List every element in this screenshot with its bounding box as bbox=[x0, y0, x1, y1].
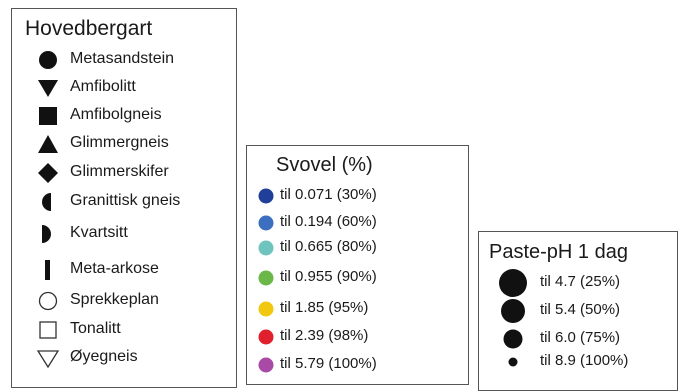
color-dot-icon bbox=[256, 299, 276, 319]
rock-legend-item-label: Metasandstein bbox=[70, 50, 175, 67]
sulfur-legend-item-label: til 1.85 (95%) bbox=[280, 299, 369, 316]
size-dot-icon bbox=[497, 323, 529, 355]
rock-legend-title: Hovedbergart bbox=[25, 17, 153, 40]
sulfur-legend-item-label: til 0.665 (80%) bbox=[280, 238, 377, 255]
filled-down-triangle-icon bbox=[36, 76, 60, 100]
filled-diamond-icon bbox=[36, 161, 60, 185]
ph-legend-item-label: til 5.4 (50%) bbox=[540, 301, 621, 318]
sulfur-legend-title: Svovel (%) bbox=[276, 154, 373, 176]
size-dot-icon bbox=[497, 295, 529, 327]
filled-circle-icon bbox=[36, 48, 60, 72]
rock-legend-item-label: Granittisk gneis bbox=[70, 192, 181, 209]
filled-square-icon bbox=[36, 104, 60, 128]
ph-legend-title: Paste-pH 1 dag bbox=[489, 241, 628, 263]
hollow-square-icon bbox=[36, 318, 60, 342]
sulfur-legend-item-label: til 2.39 (98%) bbox=[280, 327, 369, 344]
rock-legend-item-label: Sprekkeplan bbox=[70, 291, 159, 308]
sulfur-legend-item-label: til 0.071 (30%) bbox=[280, 186, 377, 203]
hollow-down-triangle-icon bbox=[36, 346, 60, 370]
rock-legend-item-label: Kvartsitt bbox=[70, 224, 128, 241]
ph-legend-item-label: til 4.7 (25%) bbox=[540, 273, 621, 290]
rock-legend-item-label: Amfibolitt bbox=[70, 78, 136, 95]
filled-up-triangle-icon bbox=[36, 132, 60, 156]
right-half-circle-icon bbox=[36, 222, 60, 246]
rock-legend-item-label: Øyegneis bbox=[70, 348, 138, 365]
color-dot-icon bbox=[256, 186, 276, 206]
ph-legend-item-label: til 6.0 (75%) bbox=[540, 329, 621, 346]
sulfur-legend: Svovel (%) til 0.071 (30%) til 0.194 (60%… bbox=[246, 145, 469, 385]
color-dot-icon bbox=[256, 238, 276, 258]
sulfur-legend-item-label: til 0.955 (90%) bbox=[280, 268, 377, 285]
ph-legend-item-label: til 8.9 (100%) bbox=[540, 352, 629, 369]
rock-type-legend: Hovedbergart Metasandstein Amfibolitt Amfi… bbox=[11, 8, 237, 388]
rock-legend-item-label: Meta-arkose bbox=[70, 260, 159, 277]
color-dot-icon bbox=[256, 355, 276, 375]
rock-legend-item-label: Glimmerskifer bbox=[70, 163, 169, 180]
hollow-circle-icon bbox=[36, 289, 60, 313]
vertical-bar-icon bbox=[36, 258, 60, 282]
rock-legend-item-label: Glimmergneis bbox=[70, 134, 169, 151]
rock-legend-item-label: Amfibolgneis bbox=[70, 106, 162, 123]
color-dot-icon bbox=[256, 268, 276, 288]
sulfur-legend-item-label: til 0.194 (60%) bbox=[280, 213, 377, 230]
size-dot-icon bbox=[497, 346, 529, 378]
rock-legend-item-label: Tonalitt bbox=[70, 320, 121, 337]
paste-ph-legend: Paste-pH 1 dag til 4.7 (25%) til 5.4 (50%… bbox=[478, 231, 678, 391]
size-dot-icon bbox=[497, 267, 529, 299]
color-dot-icon bbox=[256, 213, 276, 233]
color-dot-icon bbox=[256, 327, 276, 347]
left-half-circle-icon bbox=[36, 190, 60, 214]
sulfur-legend-item-label: til 5.79 (100%) bbox=[280, 355, 377, 372]
